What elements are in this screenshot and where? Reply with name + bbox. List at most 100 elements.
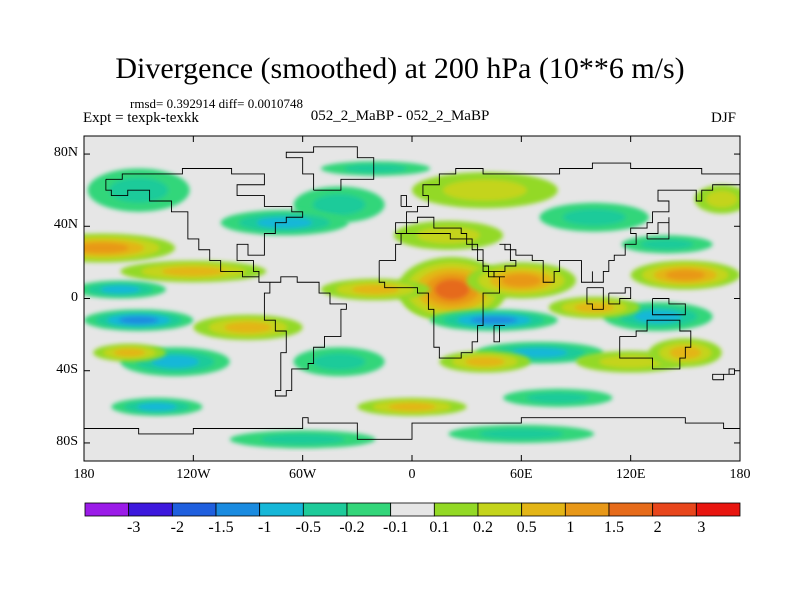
colorbar-swatch [215, 502, 261, 517]
coastline [285, 146, 375, 191]
field-contour [224, 321, 272, 333]
x-tick-label: 120W [176, 467, 211, 482]
y-tick-label: 40S [56, 361, 78, 377]
coastline [619, 319, 692, 370]
colorbar-label: -0.2 [339, 519, 365, 536]
field-anomaly [84, 280, 166, 299]
coastline-layer [84, 146, 740, 440]
field-anomaly [548, 296, 640, 319]
coastline [84, 417, 740, 440]
colorbar-label: -2 [170, 519, 184, 536]
field-contour [84, 242, 129, 254]
field-anomaly [293, 347, 385, 377]
field-contour [634, 310, 682, 323]
field-anomaly [412, 172, 558, 209]
field-anomaly [320, 278, 431, 301]
colorbar-swatch [390, 502, 435, 517]
field-contour [706, 190, 738, 208]
field-anomaly [84, 309, 194, 331]
field-contour [511, 347, 568, 358]
colorbar-label: -1.5 [208, 519, 234, 536]
coastline [493, 325, 505, 343]
field-contour [599, 355, 663, 368]
field-contour [351, 284, 400, 295]
field-contour [501, 273, 542, 287]
colorbar-swatch [564, 502, 610, 517]
axis-ticks [83, 136, 741, 461]
field-anomaly [448, 424, 595, 443]
field-contour [260, 434, 345, 445]
colorbar-swatch [433, 502, 479, 517]
field-contour [479, 428, 564, 440]
colorbar-label: -0.1 [382, 519, 409, 536]
colorbar-label: -3 [126, 519, 141, 536]
colorbar-swatch [608, 502, 654, 517]
colorbar-swatch [128, 502, 173, 517]
field-anomaly [320, 161, 431, 176]
colorbar-label: -0.5 [295, 519, 321, 536]
field-anomaly [120, 260, 267, 283]
coastline [395, 162, 740, 283]
x-tick-label: 60E [510, 467, 533, 482]
colorbar-swatch [84, 502, 130, 517]
field-contour [388, 402, 436, 411]
colorbar-swatch [259, 502, 304, 517]
field-contour [526, 392, 590, 403]
colorbar-swatch [346, 502, 392, 517]
colorbar-swatch [521, 502, 566, 517]
field-anomaly [694, 184, 740, 214]
field-anomaly [357, 397, 467, 416]
field-contour [640, 239, 694, 250]
colorbar-label: 0.1 [429, 519, 450, 536]
y-tick-label: 40N [53, 217, 78, 233]
experiment-label: Expt = texpk-texkk [83, 110, 199, 126]
field-anomaly [503, 388, 613, 407]
colorbar-swatch [652, 502, 697, 517]
x-tick-label: 180 [73, 467, 95, 482]
field-contour [442, 179, 527, 201]
field-anomaly [111, 397, 203, 416]
field-contour [113, 348, 146, 357]
field-contour [312, 353, 366, 371]
colorbar-swatch [695, 502, 741, 517]
field-contour [465, 357, 505, 367]
coastline [400, 195, 412, 207]
field-contour [470, 316, 518, 325]
field-anomaly [430, 309, 558, 331]
field-anomaly [539, 202, 649, 232]
season-label: DJF [711, 110, 737, 126]
field-layer [84, 136, 740, 461]
field-anomaly [630, 260, 740, 290]
field-contour [312, 194, 366, 215]
field-anomaly [220, 210, 349, 236]
field-anomaly [439, 350, 531, 373]
y-tick-label: 80S [56, 433, 78, 449]
colorbar-swatch [171, 502, 217, 517]
field-anomaly [84, 233, 176, 263]
colorbar-label: -1 [257, 519, 272, 536]
coastline [378, 233, 505, 359]
rmsd-stats: rmsd= 0.392914 diff= 0.0010748 [130, 96, 303, 111]
x-tick-label: 180 [729, 467, 751, 482]
case-label: 052_2_MaBP - 052_2_MaBP [310, 108, 490, 124]
colorbar-label: 0.5 [516, 519, 537, 536]
colorbar-label: 3 [697, 519, 706, 536]
field-contour [665, 269, 706, 281]
field-contour [137, 402, 177, 411]
chart-title: Divergence (smoothed) at 200 hPa (10**6 … [115, 52, 685, 85]
y-tick-label: 80N [53, 145, 78, 161]
field-anomaly [229, 430, 376, 449]
colorbar [84, 502, 741, 517]
x-tick-label: 60W [289, 467, 317, 482]
field-contour [562, 208, 626, 226]
coastline [105, 168, 304, 283]
coastline [652, 298, 686, 316]
coastline [646, 217, 670, 240]
colorbar-label: 1 [566, 519, 575, 536]
field-contour [118, 316, 159, 325]
colorbar-label: 2 [653, 519, 662, 536]
field-contour [161, 266, 225, 277]
field-contour [100, 285, 141, 294]
coastline [586, 287, 604, 310]
